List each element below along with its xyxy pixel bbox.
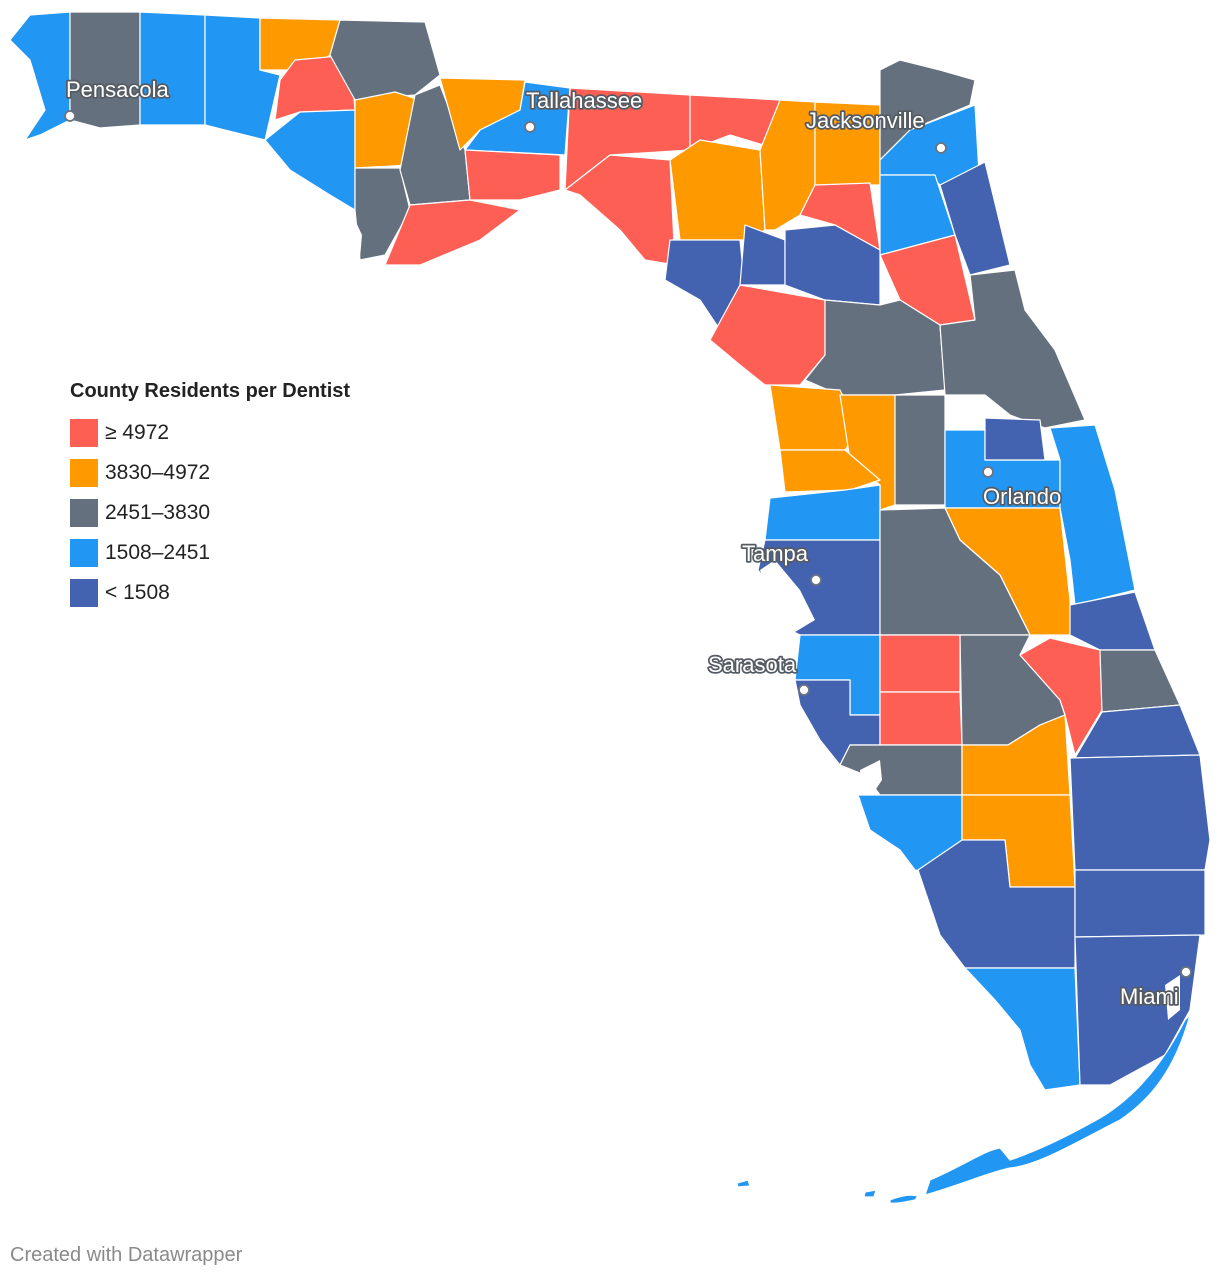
county-region: [69, 11, 141, 129]
legend-item: 2451–3830: [70, 493, 350, 533]
county-region: [1019, 637, 1103, 756]
county-region: [839, 744, 963, 796]
legend-swatch: [70, 579, 98, 607]
city-label-tallahassee: Tallahassee: [526, 88, 642, 113]
county-region: [564, 87, 691, 191]
legend-swatch: [70, 459, 98, 487]
county-region: [879, 691, 963, 746]
city-label-orlando: Orlando: [983, 484, 1061, 509]
county-region: [564, 154, 676, 266]
legend-item: 1508–2451: [70, 533, 350, 573]
county-region: [1074, 934, 1201, 1086]
city-dot-miami: [1180, 966, 1192, 978]
county-region: [669, 139, 766, 241]
county-region: [804, 299, 946, 396]
city-label-pensacola: Pensacola: [66, 77, 170, 102]
county-region: [924, 1014, 1191, 1196]
legend-label: < 1508: [105, 581, 170, 604]
county-region: [889, 1194, 919, 1204]
legend-swatch: [70, 419, 98, 447]
city-label-miami: Miami: [1120, 984, 1179, 1009]
county-region: [1099, 649, 1181, 713]
county-region: [1074, 869, 1206, 938]
legend-bins: ≥ 4972 3830–4972 2451–3830 1508–2451 < 1508: [70, 413, 350, 613]
city-dot-jacksonville: [935, 142, 947, 154]
legend-item: ≥ 4972: [70, 413, 350, 453]
county-region: [964, 967, 1081, 1091]
water-cuts: [352, 220, 1180, 1020]
map-legend: County Residents per Dentist ≥ 4972 3830–…: [70, 380, 350, 613]
bay-water: [860, 760, 882, 795]
legend-item: < 1508: [70, 573, 350, 613]
legend-label: 1508–2451: [105, 541, 211, 564]
county-region: [799, 182, 881, 251]
city-label-sarasota: Sarasota: [708, 652, 797, 677]
county-region: [736, 1179, 751, 1188]
county-region: [779, 449, 881, 493]
county-region: [139, 11, 206, 126]
legend-item: 3830–4972: [70, 453, 350, 493]
county-region: [689, 94, 781, 151]
county-region: [939, 269, 1086, 429]
legend-swatch: [70, 499, 98, 527]
bay-water: [352, 220, 362, 258]
city-dot-sarasota: [798, 684, 810, 696]
city-dot-pensacola: [64, 110, 76, 122]
legend-swatch: [70, 539, 98, 567]
city-label-jacksonville: Jacksonville: [806, 108, 925, 133]
city-label-tampa: Tampa: [742, 541, 809, 566]
legend-label: 2451–3830: [105, 501, 211, 524]
bay-water: [850, 798, 878, 858]
county-region: [894, 394, 946, 506]
county-region: [939, 161, 1011, 276]
legend-label: 3830–4972: [105, 461, 211, 484]
city-markers: Pensacola Tallahassee Jacksonville Orlan…: [64, 75, 1192, 1011]
city-dot-tampa: [810, 574, 822, 586]
county-region: [863, 1189, 877, 1198]
county-region: [264, 109, 356, 211]
county-region: [464, 149, 561, 201]
county-region: [9, 11, 71, 141]
county-region: [984, 417, 1046, 461]
county-region: [739, 224, 786, 286]
county-region: [764, 484, 881, 541]
city-dot-orlando: [982, 466, 994, 478]
legend-title: County Residents per Dentist: [70, 380, 351, 402]
county-region: [1069, 754, 1211, 871]
credit-line: Created with Datawrapper: [10, 1244, 243, 1266]
county-region: [879, 634, 961, 693]
bay-water: [760, 560, 815, 640]
city-dot-tallahassee: [524, 121, 536, 133]
county-regions: [9, 11, 1211, 1204]
bay-water: [1165, 975, 1180, 1020]
legend-label: ≥ 4972: [105, 421, 170, 444]
